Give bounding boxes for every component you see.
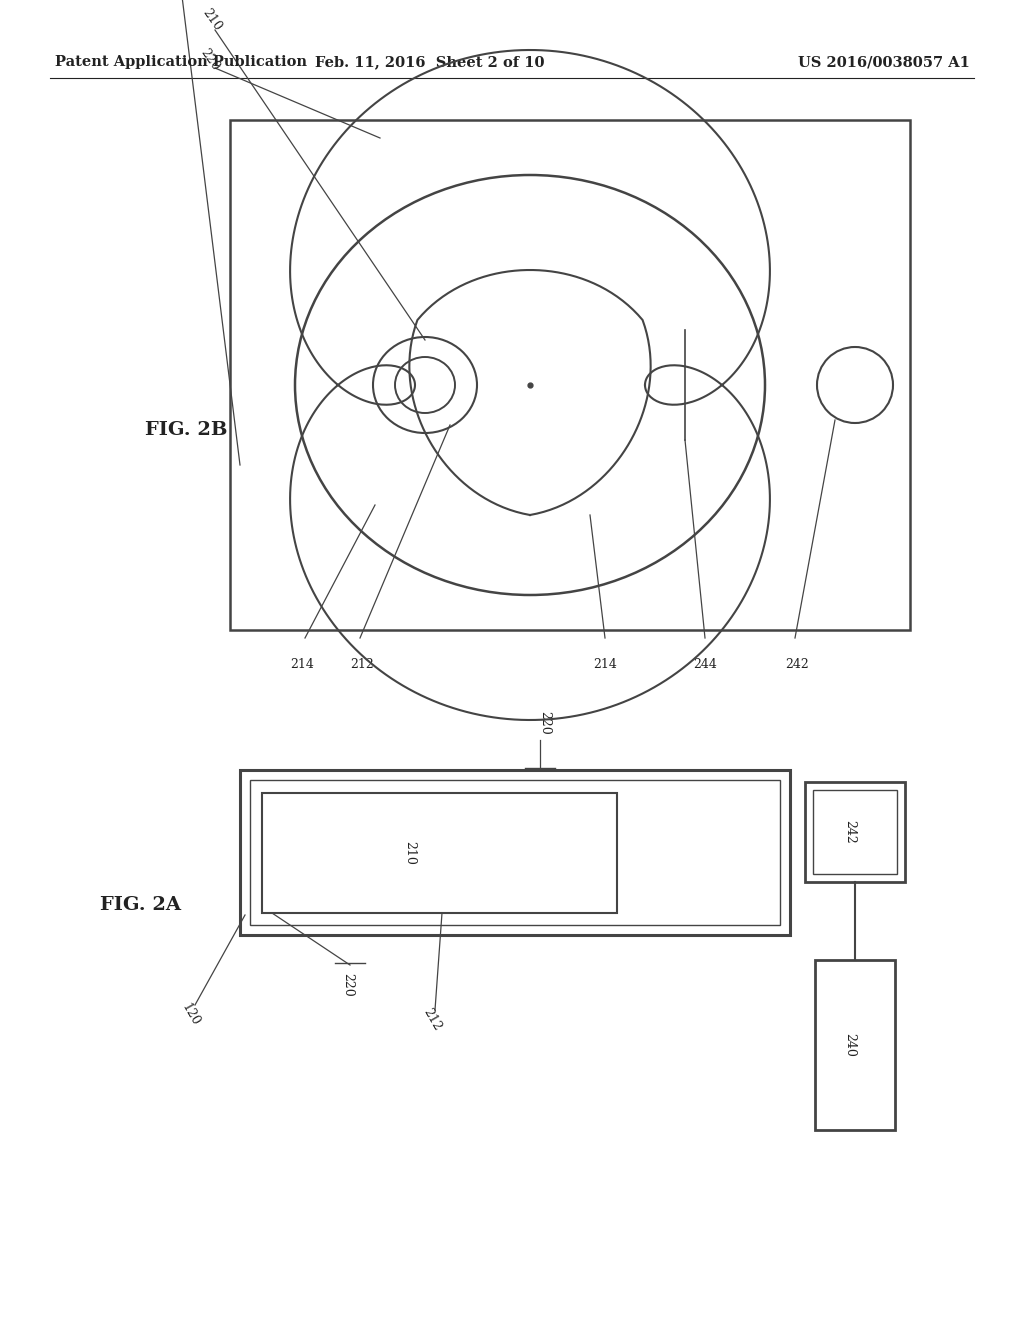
Text: 244: 244: [693, 657, 717, 671]
Text: Feb. 11, 2016  Sheet 2 of 10: Feb. 11, 2016 Sheet 2 of 10: [315, 55, 545, 69]
Text: 212: 212: [421, 1006, 443, 1034]
Text: 220: 220: [539, 711, 552, 735]
Text: 214: 214: [593, 657, 616, 671]
Bar: [250, 780, 780, 925]
Text: FIG. 2B: FIG. 2B: [145, 421, 227, 440]
Text: 212: 212: [350, 657, 374, 671]
Bar: [262, 793, 617, 913]
Bar: [230, 120, 910, 630]
Text: 210: 210: [403, 841, 416, 865]
Text: US 2016/0038057 A1: US 2016/0038057 A1: [798, 55, 970, 69]
Text: 120: 120: [178, 1002, 202, 1028]
Text: 220: 220: [198, 46, 222, 74]
Text: 242: 242: [844, 820, 856, 843]
Text: 240: 240: [844, 1034, 856, 1057]
Bar: [815, 960, 895, 1130]
Bar: [805, 781, 905, 882]
Text: FIG. 2A: FIG. 2A: [100, 896, 181, 913]
Text: 210: 210: [200, 7, 224, 33]
Bar: [813, 789, 897, 874]
Text: 220: 220: [341, 973, 354, 997]
Text: Patent Application Publication: Patent Application Publication: [55, 55, 307, 69]
Text: 214: 214: [290, 657, 314, 671]
Text: 242: 242: [785, 657, 809, 671]
Bar: [240, 770, 790, 935]
